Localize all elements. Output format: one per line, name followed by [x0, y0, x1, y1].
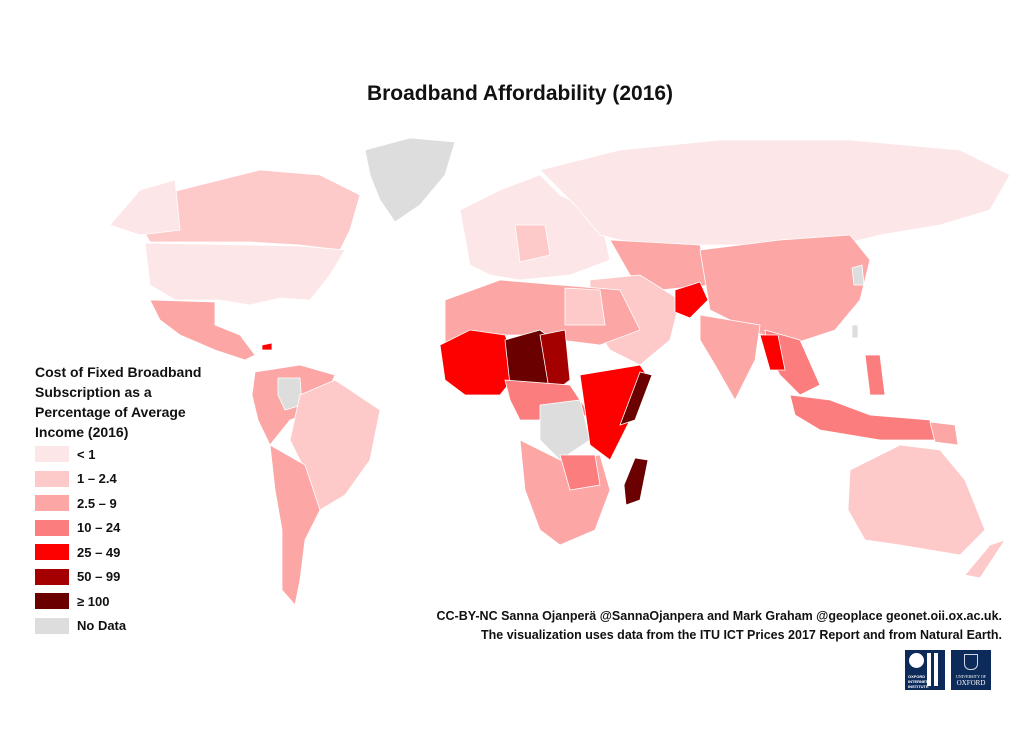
region-taiwan-nodata [851, 324, 859, 339]
region-egypt [564, 287, 606, 326]
region-usa [144, 242, 346, 306]
region-afghanistan [674, 281, 709, 319]
region-myanmar [759, 334, 786, 371]
legend-swatch [35, 446, 69, 463]
logos: OXFORD INTERNET INSTITUTE UNIVERSITY OF OX… [905, 650, 991, 690]
region-india [699, 314, 761, 401]
legend-swatch [35, 544, 69, 561]
oii-logo: OXFORD INTERNET INSTITUTE [905, 650, 945, 690]
legend-swatch [35, 519, 69, 536]
region-zambia [559, 454, 601, 491]
region-colombia-nodata [277, 377, 303, 411]
legend: Cost of Fixed Broadband Subscription as … [35, 362, 225, 638]
region-somalia [619, 371, 653, 426]
legend-label: No Data [77, 618, 127, 634]
crest-icon [964, 654, 978, 670]
legend-item: 25 – 49 [35, 540, 225, 565]
legend-label: ≥ 100 [77, 593, 110, 609]
legend-item: 50 – 99 [35, 565, 225, 590]
region-korea-nodata [851, 264, 865, 286]
region-png [929, 421, 959, 446]
legend-label: 50 – 99 [77, 569, 121, 585]
region-russia [539, 139, 1011, 251]
region-greenland [364, 137, 456, 223]
region-philippines [864, 354, 886, 396]
legend-label: 25 – 49 [77, 544, 121, 560]
region-eastern-europe [514, 224, 551, 263]
legend-item: 2.5 – 9 [35, 491, 225, 516]
legend-label: < 1 [77, 446, 96, 462]
legend-label: 10 – 24 [77, 520, 121, 536]
region-new-zealand [964, 539, 1006, 579]
legend-swatch [35, 568, 69, 585]
region-china [699, 234, 871, 346]
legend-item: No Data [35, 614, 225, 639]
region-drc-nodata [539, 399, 591, 461]
legend-label: 1 – 2.4 [77, 471, 117, 487]
map-title: Broadband Affordability (2016) [366, 82, 674, 105]
legend-item: < 1 [35, 442, 225, 467]
region-australia [847, 444, 986, 556]
credits: CC-BY-NC Sanna Ojanperä @SannaOjanpera a… [437, 607, 1003, 645]
legend-swatch [35, 593, 69, 610]
legend-swatch [35, 617, 69, 634]
region-central-america [149, 299, 256, 361]
legend-item: 1 – 2.4 [35, 467, 225, 492]
oxford-logo: UNIVERSITY OF OXFORD [951, 650, 991, 690]
legend-label: 2.5 – 9 [77, 495, 117, 511]
region-alaska [109, 179, 181, 236]
legend-item: ≥ 100 [35, 589, 225, 614]
legend-swatch [35, 495, 69, 512]
region-indonesia [789, 394, 936, 441]
credits-line-1: CC-BY-NC Sanna Ojanperä @SannaOjanpera a… [436, 609, 1003, 623]
legend-swatch [35, 470, 69, 487]
region-east-africa [579, 364, 651, 461]
region-canada [139, 169, 361, 251]
region-south-america-south [269, 444, 321, 606]
region-madagascar [623, 457, 649, 506]
region-chad [539, 329, 571, 396]
credits-line-2: The visualization uses data from the ITU… [481, 628, 1002, 642]
region-caribbean [261, 342, 273, 351]
region-brazil [289, 379, 381, 511]
legend-item: 10 – 24 [35, 516, 225, 541]
legend-title: Cost of Fixed Broadband Subscription as … [35, 364, 202, 440]
